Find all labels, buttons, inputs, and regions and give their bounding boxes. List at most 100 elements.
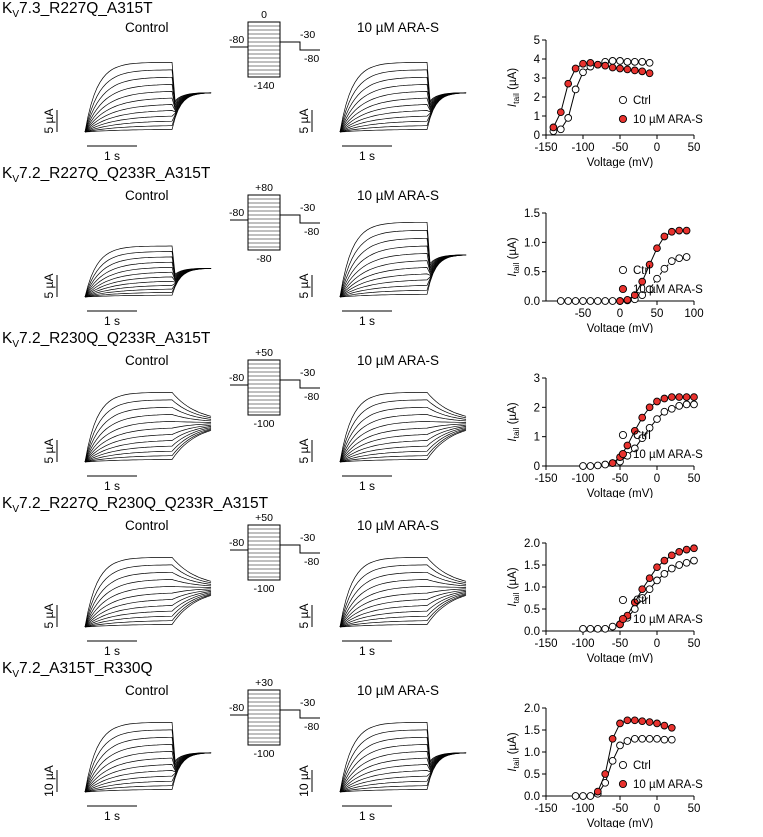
current-scale-label: 5 µA xyxy=(297,274,311,299)
ara-s-data-point xyxy=(608,734,617,743)
current-trace xyxy=(84,245,212,298)
ara-s-data-point xyxy=(601,61,610,70)
x-tick-label: 0 xyxy=(654,803,660,815)
ctrl-data-point xyxy=(616,741,624,750)
y-tick-label: 1.0 xyxy=(524,582,540,594)
time-scale-label: 1 s xyxy=(104,644,120,658)
ara-s-data-point xyxy=(645,403,654,412)
ctrl-data-point xyxy=(660,264,669,273)
ara-s-data-point xyxy=(630,598,639,607)
current-trace xyxy=(84,586,212,628)
y-axis-label: Itail (µA) xyxy=(507,68,521,107)
current-trace xyxy=(339,391,467,463)
y-tick-label: 2.0 xyxy=(524,703,540,715)
ctrl-data-point xyxy=(645,285,654,294)
protocol-bottom-label: -100 xyxy=(253,748,274,760)
ctrl-data-point xyxy=(593,624,602,633)
row-graphics: 5 µA 1 s 5 µA 1 s 0 -80 -140 -30 -80 0 1 2 3 4 5 -150 -1… xyxy=(42,9,703,168)
current-scale-label: 5 µA xyxy=(42,604,56,629)
legend-marker xyxy=(618,779,628,789)
row-graphics: 5 µA 1 s 5 µA 1 s +80 -80 -80 -30 -80 0.0 0.5 1.0 1.… xyxy=(42,182,704,333)
ara-s-data-point xyxy=(593,787,602,796)
x-axis-label: Voltage (mV) xyxy=(587,653,654,663)
control-traces xyxy=(84,61,212,133)
current-trace xyxy=(339,421,467,463)
ctrl-data-point xyxy=(571,297,580,305)
current-trace xyxy=(339,427,467,463)
y-tick-label: 2.0 xyxy=(524,538,540,550)
row-graphics: 5 µA 1 s 5 µA 1 s +50 -80 -100 -30 -80 0.0 0.5 1.0 1… xyxy=(42,512,703,663)
legend-label: 10 µM ARA-S xyxy=(633,779,703,791)
x-tick-label: 0 xyxy=(654,473,660,485)
ctrl-data-point xyxy=(653,576,661,585)
ara-s-data-point xyxy=(660,394,669,403)
row-graphics: 5 µA 1 s 5 µA 1 s +50 -80 -100 -30 -80 0 1 2 3 -150 -1… xyxy=(42,347,703,498)
y-tick-label: 1.0 xyxy=(524,747,540,759)
protocol-tail-label: -30 xyxy=(300,697,315,709)
current-trace xyxy=(339,564,467,628)
protocol-bottom-label: -100 xyxy=(253,418,274,430)
y-axis-label: Itail (µA) xyxy=(507,402,521,441)
ctrl-data-point xyxy=(630,57,639,66)
ara-s-data-point xyxy=(638,277,647,286)
ctrl-data-point xyxy=(645,58,654,67)
control-label: Control xyxy=(125,188,169,203)
current-trace xyxy=(339,61,467,133)
ctrl-data-point xyxy=(579,624,587,633)
figure-row: KV7.2_A315T_R330Q Control 10 µM ARA-S 10 µA… xyxy=(0,660,763,828)
ara-s-data-point xyxy=(667,393,676,401)
ctrl-data-point xyxy=(638,57,647,66)
current-trace xyxy=(84,571,212,628)
legend-marker xyxy=(618,430,628,440)
voltage-protocol-steps xyxy=(247,359,281,416)
ctrl-data-point xyxy=(616,57,624,65)
protocol-tail-label: -30 xyxy=(300,367,315,379)
ara-s-data-point xyxy=(593,60,602,69)
iv-chart: 0.0 0.5 1.0 1.5 2.0 -150 -100 -50 0 50 Voltage (mV… xyxy=(507,703,703,828)
voltage-protocol-steps xyxy=(247,689,281,746)
row-graphics: 10 µA 1 s 10 µA 1 s +30 -80 -100 -30 -80 0.0 0.5 1.… xyxy=(42,677,703,828)
protocol-end-label: -80 xyxy=(304,556,319,568)
current-trace xyxy=(339,399,467,463)
ctrl-data-point xyxy=(586,624,595,633)
ctrl-data-point xyxy=(690,556,698,565)
ctrl-data-point xyxy=(579,297,587,305)
ctrl-data-point xyxy=(623,737,632,745)
x-tick-label: 0 xyxy=(617,308,623,320)
ctrl-data-point xyxy=(579,462,587,470)
ara-s-data-point xyxy=(675,547,684,556)
current-scale-label: 5 µA xyxy=(42,274,56,299)
ara-s-data-point xyxy=(616,719,624,728)
x-tick-label: 0 xyxy=(654,142,660,154)
current-trace xyxy=(84,593,212,628)
drug-traces xyxy=(339,61,467,133)
current-trace xyxy=(339,245,467,298)
time-scale-label: 1 s xyxy=(104,479,120,493)
current-trace xyxy=(339,428,467,463)
legend-label: Ctrl xyxy=(633,95,651,107)
ara-s-data-point xyxy=(660,721,669,730)
y-axis-label: Itail (µA) xyxy=(507,237,521,276)
ara-s-data-point xyxy=(608,63,617,72)
ctrl-data-point xyxy=(667,564,676,573)
ctrl-data-point xyxy=(682,253,691,261)
x-tick-label: -50 xyxy=(575,308,592,320)
current-scale-label: 5 µA xyxy=(297,109,311,134)
ctrl-data-point xyxy=(593,461,602,470)
current-trace xyxy=(84,592,212,628)
protocol-hold-label: -80 xyxy=(229,372,244,384)
current-trace xyxy=(84,426,212,463)
y-tick-label: 0.5 xyxy=(524,604,540,616)
ctrl-data-point xyxy=(653,734,661,743)
ctrl-data-point xyxy=(667,257,676,265)
ctrl-data-point xyxy=(638,434,647,442)
ara-s-data-point xyxy=(660,232,669,241)
ctrl-data-point xyxy=(675,561,684,569)
time-scale-label: 1 s xyxy=(104,809,120,823)
protocol-top-label: +30 xyxy=(255,677,273,689)
current-trace xyxy=(84,564,212,628)
current-trace xyxy=(339,221,467,298)
ctrl-data-point xyxy=(645,734,654,743)
ara-s-data-point xyxy=(645,574,654,583)
ara-s-data-point xyxy=(623,716,632,725)
